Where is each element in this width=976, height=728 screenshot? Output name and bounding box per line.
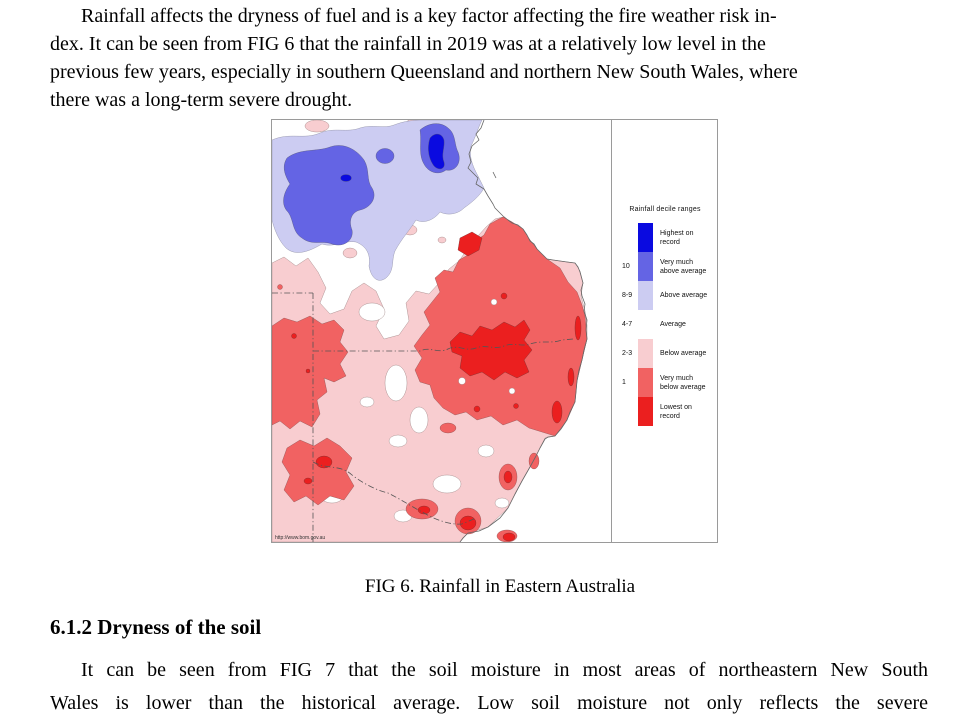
coastline — [459, 119, 588, 543]
paragraph-line: Wales is lower than the historical avera… — [50, 692, 928, 714]
paragraph-line: there was a long-term severe drought. — [50, 89, 353, 111]
legend-decile-label: 1 — [622, 379, 626, 386]
map-pocket-white — [458, 377, 466, 385]
legend-color-swatch — [638, 397, 653, 426]
legend-range-label: Average — [653, 310, 718, 339]
legend-label-line: record — [660, 412, 680, 420]
legend-color-swatch — [638, 339, 653, 368]
legend-range-label: Very much above average — [653, 252, 718, 281]
legend-label-line: below average — [660, 383, 706, 391]
legend-color-swatch — [638, 368, 653, 397]
legend-label-line: record — [660, 238, 680, 246]
legend-row: 2-3 Below average — [612, 339, 718, 368]
legend-color-swatch — [638, 223, 653, 252]
legend-range-label: Very much below average — [653, 368, 718, 397]
paragraph-line: It can be seen from FIG 7 that the soil … — [81, 659, 928, 681]
legend-label-line: Very much — [660, 374, 694, 382]
figure-6: http://www.bom.gov.au Rainfall decile ra… — [271, 117, 718, 543]
legend-row: 8-9 Above average — [612, 281, 718, 310]
legend-label-line: above average — [660, 267, 707, 275]
intro-paragraph: Rainfall affects the dryness of fuel and… — [50, 2, 928, 114]
map-region-highest-on-record — [340, 133, 445, 182]
legend-row: 1 Very much below average — [612, 368, 718, 397]
legend-range-label: Highest on record — [653, 223, 718, 252]
rainfall-map: http://www.bom.gov.au — [271, 117, 611, 543]
legend-row: Lowest on record — [612, 397, 718, 426]
legend-decile-label — [612, 223, 638, 252]
map-region-lowest-on-record — [291, 231, 582, 542]
legend-decile-label: 10 — [622, 263, 630, 270]
legend-label-line: Very much — [660, 258, 694, 266]
legend-label-line: Lowest on — [660, 403, 692, 411]
section-heading: 6.1.2 Dryness of the soil — [50, 615, 262, 639]
legend-decile-label: 8-9 — [622, 292, 633, 299]
legend-row: 4-7 Average — [612, 310, 718, 339]
legend-range-label: Above average — [653, 281, 718, 310]
legend-color-swatch — [638, 310, 653, 339]
map-region-very-much-below-average — [271, 216, 588, 543]
legend-rows: Highest on record 10 Very much above avera… — [612, 223, 718, 426]
legend-range-label: Below average — [653, 339, 718, 368]
legend-panel: Rainfall decile ranges Highest on record … — [611, 120, 718, 542]
legend-row: 10 Very much above average — [612, 252, 718, 281]
legend-label-line: Above average — [660, 292, 708, 299]
legend-decile-label: 4-7 — [622, 321, 633, 328]
paragraph-line: previous few years, especially in southe… — [50, 61, 798, 83]
island-mark — [492, 171, 497, 179]
legend-decile-label — [612, 397, 638, 426]
legend-decile-label: 2-3 — [622, 350, 633, 357]
state-border-lines — [272, 292, 574, 542]
map-pocket-white — [508, 387, 516, 395]
legend-color-swatch — [638, 281, 653, 310]
rainfall-map-svg: http://www.bom.gov.au — [271, 117, 611, 543]
soil-paragraph: It can be seen from FIG 7 that the soil … — [50, 654, 928, 720]
legend-label-line: Highest on — [660, 229, 694, 237]
bom-url-watermark: http://www.bom.gov.au — [275, 535, 325, 541]
legend-range-label: Lowest on record — [653, 397, 718, 426]
legend-title: Rainfall decile ranges — [629, 206, 701, 213]
map-pocket-white — [490, 298, 498, 306]
legend-row: Highest on record — [612, 223, 718, 252]
paragraph-line: dex. It can be seen from FIG 6 that the … — [50, 33, 766, 55]
paragraph-line: Rainfall affects the dryness of fuel and… — [81, 5, 777, 27]
figure-caption: FIG 6. Rainfall in Eastern Australia — [364, 576, 636, 597]
legend-color-swatch — [638, 252, 653, 281]
legend-label-line: Average — [660, 321, 686, 328]
legend-label-line: Below average — [660, 350, 707, 357]
